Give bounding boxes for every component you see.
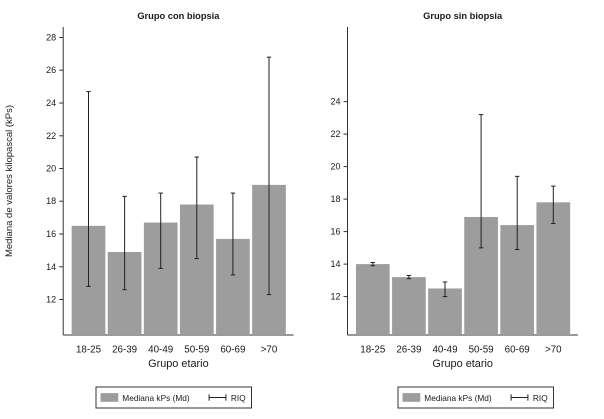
svg-text:12: 12 [330, 292, 340, 302]
svg-text:>70: >70 [545, 345, 562, 356]
svg-text:Grupo sin biopsia: Grupo sin biopsia [423, 11, 503, 21]
svg-text:26-39: 26-39 [112, 345, 137, 356]
svg-text:60-69: 60-69 [505, 345, 530, 356]
svg-text:60-69: 60-69 [220, 345, 245, 356]
svg-text:16: 16 [46, 229, 56, 239]
svg-text:22: 22 [330, 129, 340, 139]
svg-text:RIQ: RIQ [533, 393, 548, 403]
svg-text:16: 16 [330, 227, 340, 237]
svg-text:14: 14 [330, 259, 340, 269]
svg-text:40-49: 40-49 [148, 345, 173, 356]
svg-text:Mediana kPs (Md): Mediana kPs (Md) [122, 393, 190, 403]
svg-text:18-25: 18-25 [76, 345, 102, 356]
svg-text:12: 12 [46, 295, 56, 305]
svg-text:20: 20 [330, 162, 340, 172]
svg-text:18: 18 [46, 196, 56, 206]
svg-text:14: 14 [46, 262, 56, 272]
svg-text:18-25: 18-25 [360, 345, 386, 356]
svg-text:26-39: 26-39 [396, 345, 421, 356]
svg-text:Grupo con biopsia: Grupo con biopsia [137, 11, 220, 21]
svg-text:24: 24 [330, 97, 340, 107]
svg-text:24: 24 [46, 98, 56, 108]
svg-text:RIQ: RIQ [231, 393, 246, 403]
svg-text:40-49: 40-49 [432, 345, 457, 356]
svg-text:Mediana kPs (Md): Mediana kPs (Md) [424, 393, 492, 403]
svg-text:50-59: 50-59 [184, 345, 209, 356]
svg-text:28: 28 [46, 33, 56, 43]
svg-text:18: 18 [330, 194, 340, 204]
svg-text:>70: >70 [261, 345, 278, 356]
svg-text:50-59: 50-59 [469, 345, 494, 356]
svg-text:20: 20 [46, 164, 56, 174]
svg-text:Grupo etario: Grupo etario [148, 358, 209, 370]
svg-text:Grupo etario: Grupo etario [432, 358, 493, 370]
svg-text:26: 26 [46, 65, 56, 75]
svg-text:Mediana de valores kilopascal: Mediana de valores kilopascal (kPs) [4, 105, 15, 257]
svg-text:22: 22 [46, 131, 56, 141]
